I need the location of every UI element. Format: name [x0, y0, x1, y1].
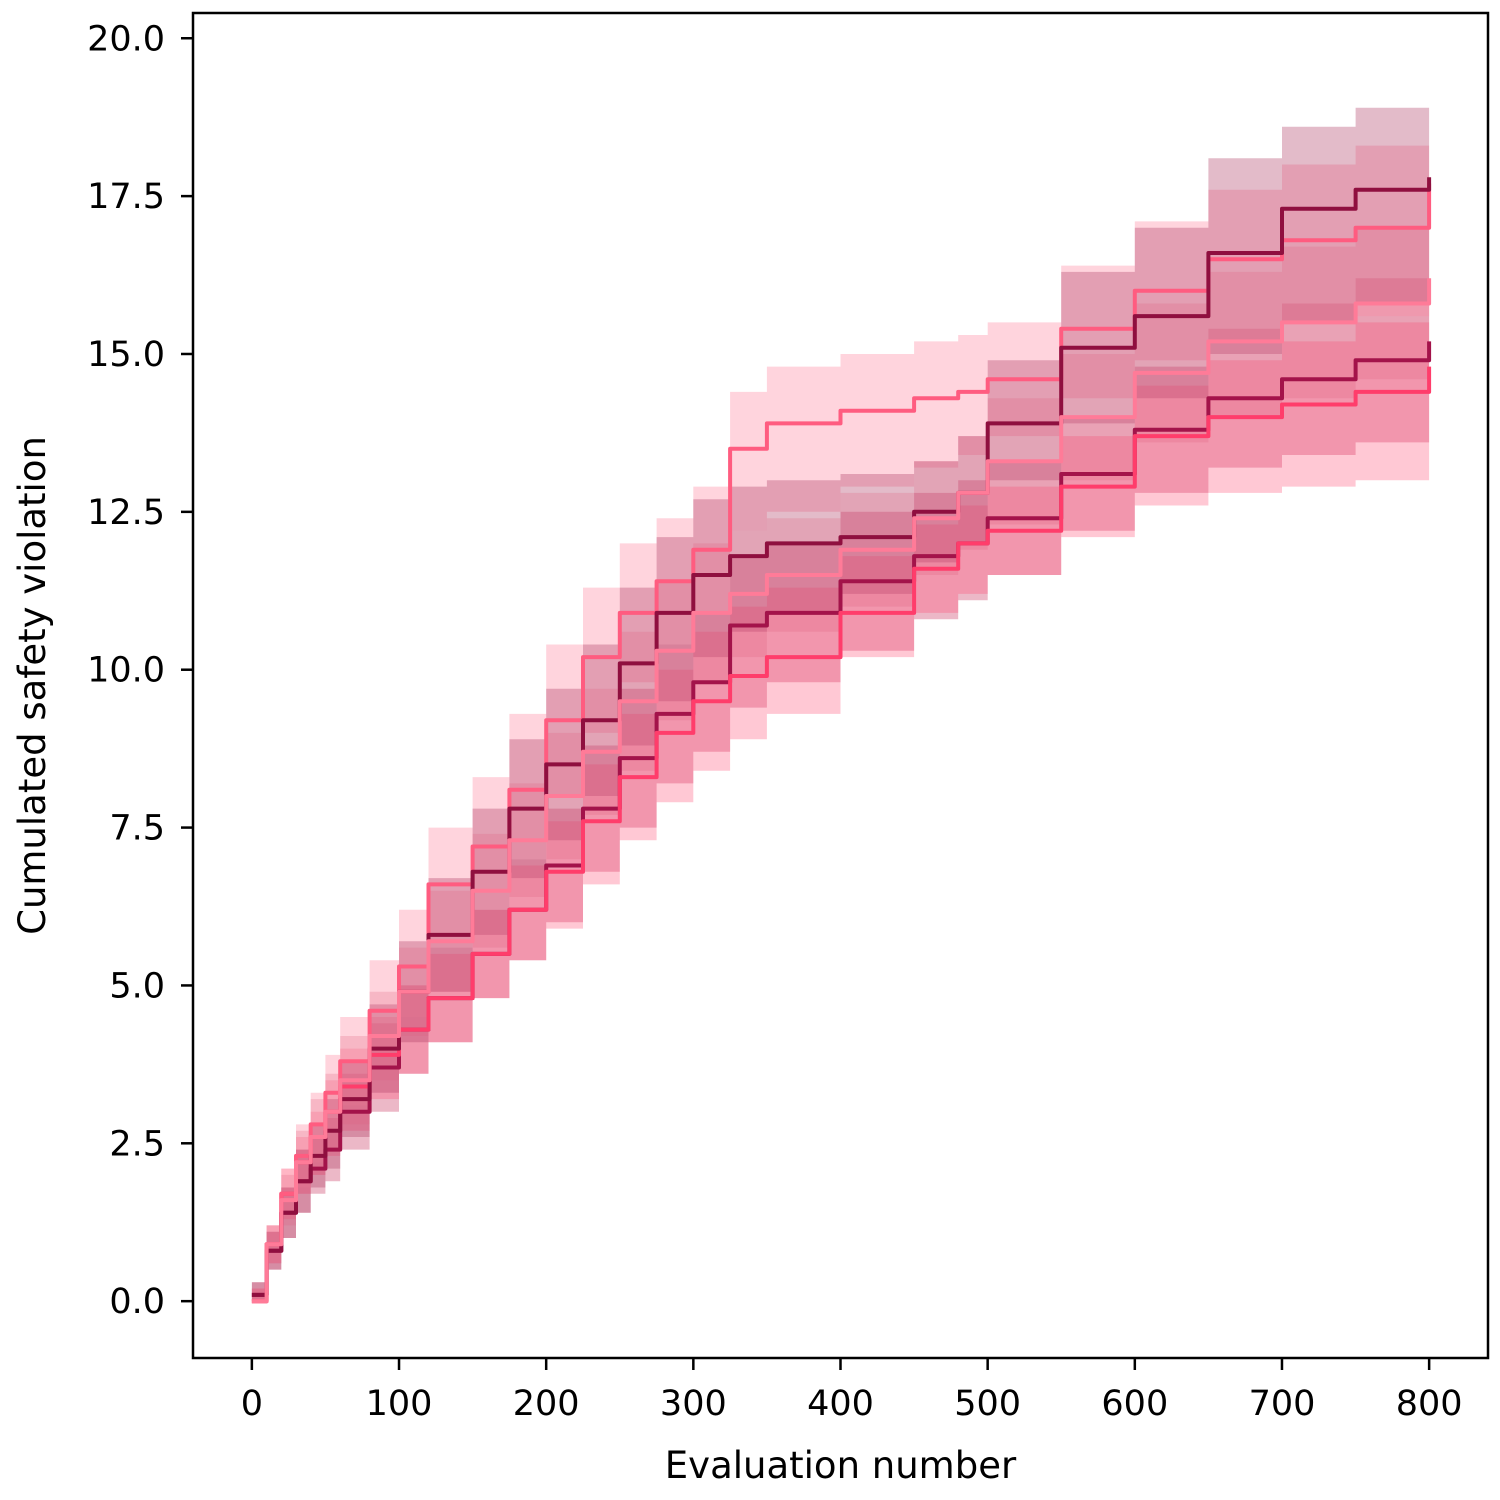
- x-tick-label: 0: [241, 1384, 263, 1424]
- x-tick-label: 100: [366, 1384, 433, 1424]
- y-tick-label: 2.5: [109, 1124, 165, 1164]
- y-tick-label: 12.5: [87, 493, 165, 533]
- y-tick-label: 7.5: [109, 809, 165, 849]
- series-1-line: [251, 341, 1432, 1297]
- y-tick-label: 5.0: [109, 966, 165, 1006]
- x-axis-ticks: 0 100 200 300 400 500 600 700 800: [241, 1358, 1463, 1424]
- y-tick-label: 17.5: [87, 177, 165, 217]
- series-5-band: [251, 208, 1430, 1302]
- x-tick-label: 800: [1396, 1384, 1463, 1424]
- y-axis-title: Cumulated safety violation: [11, 436, 54, 935]
- x-tick-label: 300: [660, 1384, 727, 1424]
- x-axis-title: Evaluation number: [665, 1444, 1017, 1487]
- y-axis-ticks: 0.0 2.5 5.0 7.5 10.0 12.5 15.0 17.5 20.0: [87, 19, 193, 1322]
- y-tick-label: 0.0: [109, 1282, 165, 1322]
- series-1-band: [251, 246, 1430, 1302]
- y-tick-label: 20.0: [87, 19, 165, 59]
- series-lines: [251, 177, 1432, 1304]
- x-tick-label: 700: [1249, 1384, 1316, 1424]
- y-tick-label: 10.0: [87, 651, 165, 691]
- x-tick-label: 200: [513, 1384, 580, 1424]
- confidence-bands: [251, 82, 1430, 1302]
- series-4-line: [251, 177, 1432, 1297]
- series-2-band: [251, 297, 1430, 1302]
- x-tick-label: 500: [954, 1384, 1021, 1424]
- y-tick-label: 15.0: [87, 335, 165, 375]
- x-tick-label: 400: [807, 1384, 874, 1424]
- x-tick-label: 600: [1101, 1384, 1168, 1424]
- series-5-line: [251, 278, 1432, 1304]
